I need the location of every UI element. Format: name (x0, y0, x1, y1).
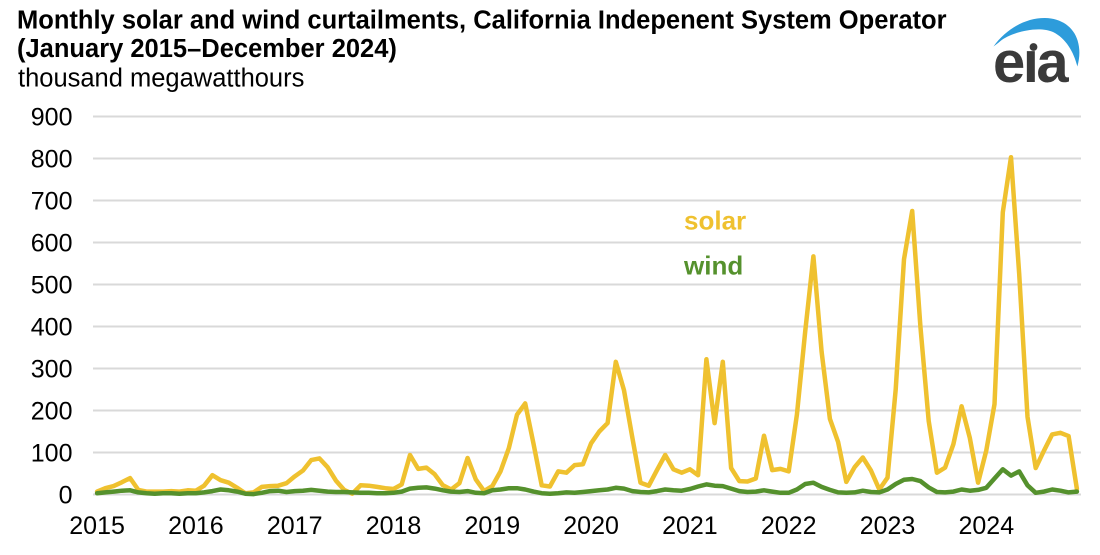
svg-text:2021: 2021 (662, 512, 718, 540)
svg-text:wind: wind (683, 251, 743, 281)
svg-text:Monthly solar and wind curtail: Monthly solar and wind curtailments, Cal… (17, 7, 947, 35)
svg-text:400: 400 (31, 313, 73, 341)
svg-text:2018: 2018 (366, 512, 422, 540)
svg-text:700: 700 (31, 187, 73, 215)
svg-text:0: 0 (59, 481, 73, 509)
svg-text:900: 900 (31, 103, 73, 131)
svg-text:2022: 2022 (761, 512, 817, 540)
svg-text:2020: 2020 (563, 512, 619, 540)
svg-text:300: 300 (31, 355, 73, 383)
svg-text:(January 2015–December 2024): (January 2015–December 2024) (17, 35, 397, 63)
svg-text:eıa: eıa (993, 30, 1069, 95)
svg-text:2017: 2017 (267, 512, 323, 540)
svg-text:800: 800 (31, 145, 73, 173)
svg-text:2019: 2019 (464, 512, 520, 540)
svg-text:100: 100 (31, 439, 73, 467)
svg-text:2016: 2016 (168, 512, 224, 540)
svg-text:200: 200 (31, 397, 73, 425)
svg-text:500: 500 (31, 271, 73, 299)
svg-text:2023: 2023 (860, 512, 916, 540)
svg-text:2015: 2015 (69, 512, 125, 540)
svg-text:thousand megawatthours: thousand megawatthours (18, 65, 304, 93)
svg-text:2024: 2024 (958, 512, 1014, 540)
svg-text:solar: solar (684, 206, 746, 236)
svg-text:600: 600 (31, 229, 73, 257)
